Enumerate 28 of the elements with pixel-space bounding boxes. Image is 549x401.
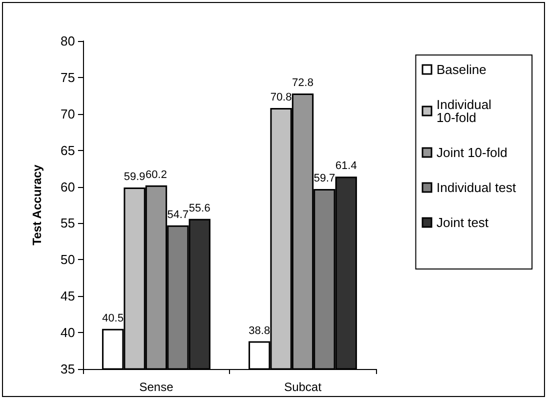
data-label: 54.7 — [167, 208, 189, 221]
y-tick-label: 35 — [60, 362, 75, 376]
data-label: 59.7 — [314, 172, 336, 184]
y-tick-label: 60 — [60, 179, 75, 194]
data-label: 59.9 — [124, 171, 146, 184]
legend-label: Joint 10-fold — [436, 145, 508, 160]
y-tick-label: 75 — [60, 70, 75, 85]
y-axis-title: Test Accuracy — [30, 164, 44, 246]
y-tick-label: 40 — [60, 325, 75, 340]
y-tick-label: 50 — [60, 252, 75, 268]
data-label: 40.5 — [102, 312, 124, 324]
data-label: 60.2 — [146, 168, 167, 181]
legend-label: Joint test — [436, 215, 489, 230]
legend-label: Baseline — [436, 62, 486, 77]
data-label: 55.6 — [188, 202, 210, 214]
x-tick-label: Sense — [139, 380, 174, 394]
y-tick-label: 80 — [60, 34, 75, 48]
x-tick-label: Subcat — [284, 380, 322, 394]
y-tick-label: 55 — [60, 216, 75, 231]
legend-label: Individual test — [436, 180, 516, 195]
data-label: 70.8 — [270, 92, 292, 104]
data-label: 61.4 — [335, 160, 357, 172]
y-tick-label: 45 — [60, 288, 75, 304]
data-label: 38.8 — [248, 324, 270, 337]
y-tick-label: 70 — [60, 106, 75, 122]
legend-label: Individual 10-fold — [436, 97, 496, 125]
y-tick-label: 65 — [60, 142, 75, 158]
data-label: 72.8 — [292, 76, 314, 89]
